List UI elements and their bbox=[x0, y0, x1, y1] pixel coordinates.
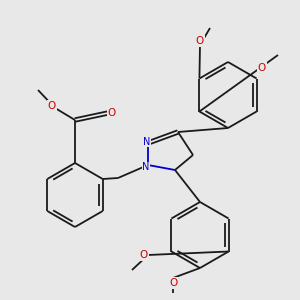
Text: O: O bbox=[108, 108, 116, 118]
Text: O: O bbox=[196, 36, 204, 46]
Text: O: O bbox=[258, 63, 266, 73]
Text: N: N bbox=[143, 137, 151, 147]
Text: O: O bbox=[140, 250, 148, 260]
Text: N: N bbox=[142, 162, 150, 172]
Text: O: O bbox=[169, 278, 177, 288]
Text: O: O bbox=[48, 101, 56, 111]
